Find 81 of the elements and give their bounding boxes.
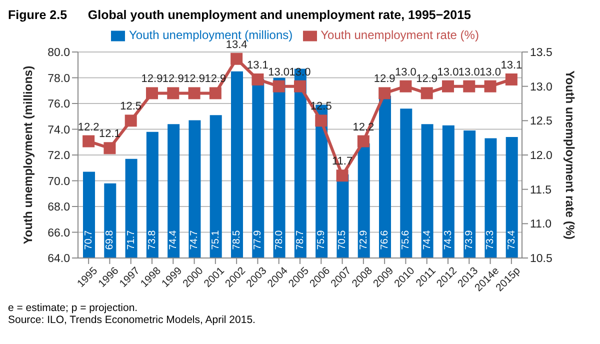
point [272, 80, 285, 92]
legend-label: Youth unemployment rate (%) [320, 28, 479, 42]
data-label: 70.5 [337, 230, 348, 250]
data-label: 76.6 [380, 230, 390, 250]
point [357, 135, 370, 148]
data-label: 73.4 [506, 230, 518, 250]
y2-tick-label: 11.0 [530, 218, 552, 231]
y-tick-label: 68.0 [48, 202, 70, 214]
data-label: 13.0 [268, 66, 290, 78]
data-label: 75.9 [316, 230, 328, 250]
chart-title: Figure 2.5 Global youth unemployment and unemployment rate, 1995−2015 [8, 8, 472, 24]
y-tick-label: 72.0 [48, 150, 70, 162]
data-label: 78.0 [274, 230, 285, 250]
point [505, 73, 518, 86]
y-tick-label: 78.0 [48, 72, 70, 85]
point [252, 73, 264, 86]
point [146, 87, 158, 100]
data-label: 70.7 [84, 230, 94, 250]
y-tick-label: 64.0 [48, 253, 70, 266]
data-label: 74.4 [422, 230, 433, 250]
y-tick-label: 74.0 [48, 124, 70, 136]
point [400, 80, 412, 92]
text: e = estimate; p = projection. [8, 302, 139, 314]
data-label: 73.8 [146, 230, 158, 250]
data-label: 12.9 [416, 73, 438, 86]
y2-tick-label: 13.0 [530, 81, 552, 94]
data-label: 13.1 [500, 59, 522, 72]
source-note: Source: ILO, Trends Econometric Models, April 2015. [8, 314, 256, 326]
data-label: 72.9 [358, 230, 370, 250]
data-label: 69.8 [104, 230, 116, 250]
point [188, 87, 200, 100]
point [420, 87, 433, 100]
y2-tick-label: 13.5 [530, 47, 552, 60]
point [378, 87, 391, 100]
point [230, 52, 243, 65]
data-label: 73.9 [464, 230, 476, 250]
data-label: 75.6 [400, 230, 412, 250]
point [315, 114, 328, 127]
data-label: 13.0 [480, 66, 501, 78]
data-label: 12.2 [78, 121, 100, 134]
y2-tick-label: 12.5 [530, 116, 552, 128]
data-label: 78.5 [232, 230, 242, 250]
y2-axis-title: Youth unemployment rate (%) [563, 70, 577, 240]
data-label: 12.5 [310, 100, 332, 113]
data-label: 74.4 [168, 230, 180, 250]
point [209, 87, 222, 100]
point [442, 80, 454, 92]
y-tick-label: 70.0 [48, 176, 70, 188]
y2-tick-label: 12.0 [530, 150, 552, 162]
data-label: 71.7 [126, 230, 137, 250]
data-label: 73.3 [485, 230, 496, 250]
data-label: 13.0 [437, 66, 459, 78]
point [463, 80, 476, 92]
point [124, 114, 137, 127]
data-label: 74.3 [442, 230, 454, 250]
point [82, 135, 95, 148]
data-label: 13.0 [458, 66, 480, 78]
y-tick-label: 80.0 [48, 47, 70, 60]
point [484, 80, 496, 92]
data-label: 12.9 [374, 73, 396, 86]
y2-tick-label: 11.5 [530, 184, 552, 196]
legend-label: Youth unemployment (millions) [129, 28, 293, 42]
data-label: 12.9 [141, 73, 163, 86]
data-label: 75.1 [210, 230, 222, 250]
point [336, 170, 348, 182]
y-axis-title: Youth unemployment (millions) [21, 66, 35, 244]
data-label: 78.7 [294, 230, 306, 250]
y2-tick-label: 10.5 [530, 253, 552, 266]
point [104, 142, 116, 154]
data-label: 13.1 [247, 59, 268, 72]
data-label: 12.9 [184, 73, 205, 86]
data-label: 74.7 [189, 230, 200, 250]
data-label: 12.5 [120, 100, 142, 113]
data-label: 77.9 [252, 230, 264, 250]
y-tick-label: 66.0 [48, 227, 70, 240]
data-label: 13.0 [395, 66, 416, 78]
point [294, 80, 306, 92]
data-label: 12.9 [162, 73, 184, 86]
y-tick-label: 76.0 [48, 98, 70, 111]
data-label: 12.1 [99, 128, 120, 140]
point [167, 87, 180, 100]
